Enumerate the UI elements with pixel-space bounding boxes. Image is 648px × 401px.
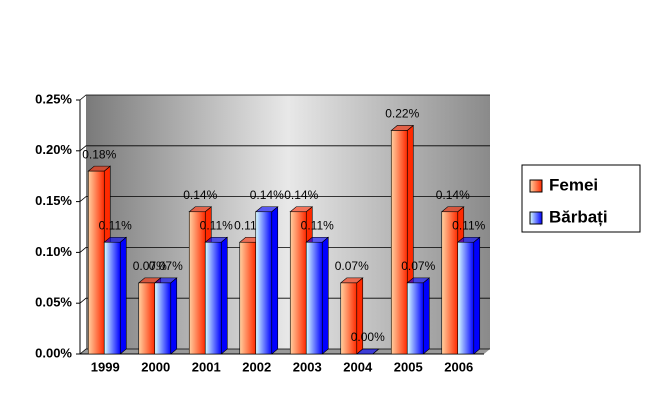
grid-line bbox=[79, 94, 490, 101]
bar-face bbox=[239, 241, 257, 355]
legend-label: Bărbați bbox=[549, 207, 608, 226]
legend-swatch bbox=[529, 211, 543, 225]
value-label: 0.07% bbox=[133, 259, 167, 273]
value-label: 0.22% bbox=[385, 107, 419, 121]
bar-face bbox=[355, 348, 380, 355]
bar bbox=[103, 236, 128, 355]
bar-face bbox=[271, 206, 279, 355]
bar-face bbox=[422, 277, 430, 355]
x-tick-label: 2004 bbox=[343, 359, 373, 374]
value-label: 0.14% bbox=[284, 188, 318, 202]
y-tick-label: 0.00% bbox=[35, 345, 72, 360]
x-tick-label: 1999 bbox=[91, 359, 120, 374]
value-label: 0.07% bbox=[335, 259, 369, 273]
x-tick-label: 2001 bbox=[192, 359, 221, 374]
bar-face bbox=[473, 236, 481, 355]
bar-face bbox=[188, 211, 206, 355]
value-label: 0.14% bbox=[183, 188, 217, 202]
grid-line bbox=[79, 145, 490, 152]
value-label: 0.11% bbox=[301, 218, 334, 232]
x-tick-label: 2005 bbox=[394, 359, 423, 374]
grid-line bbox=[79, 196, 490, 202]
bar-face bbox=[289, 211, 307, 355]
y-tick-label: 0.25% bbox=[35, 91, 72, 106]
y-tick-label: 0.15% bbox=[35, 193, 72, 208]
y-tick-label: 0.05% bbox=[35, 295, 72, 310]
y-tick-label: 0.20% bbox=[35, 142, 72, 157]
bar-face bbox=[119, 236, 127, 355]
value-label: 0.07% bbox=[401, 259, 435, 273]
value-label: 0.18% bbox=[82, 147, 116, 161]
x-tick-label: 2006 bbox=[444, 359, 473, 374]
bar bbox=[456, 236, 481, 355]
plot-floor bbox=[80, 349, 490, 354]
bar-face bbox=[204, 241, 222, 355]
bar-face bbox=[340, 282, 358, 355]
bar bbox=[153, 277, 178, 355]
value-label: 0.11% bbox=[200, 218, 233, 232]
legend-label: Femei bbox=[549, 175, 598, 194]
value-label: 0.00% bbox=[351, 330, 385, 344]
y-tick-label: 0.10% bbox=[35, 244, 72, 259]
bar bbox=[355, 348, 380, 355]
bar-face bbox=[87, 170, 105, 355]
bar-face bbox=[406, 282, 424, 355]
value-label: 0.11% bbox=[99, 218, 132, 232]
bar-face bbox=[220, 236, 228, 355]
bar bbox=[339, 277, 364, 355]
bar-face bbox=[305, 241, 323, 355]
legend-swatch bbox=[529, 179, 543, 193]
grid-line bbox=[79, 246, 490, 253]
bar bbox=[305, 236, 330, 355]
x-tick-label: 2002 bbox=[242, 359, 271, 374]
x-tick-label: 2000 bbox=[141, 359, 170, 374]
bar-face bbox=[170, 277, 178, 355]
bar-face bbox=[441, 211, 459, 355]
bar-face bbox=[457, 241, 475, 355]
value-label: 0.14% bbox=[250, 188, 284, 202]
bar bbox=[204, 236, 229, 355]
bar-face bbox=[154, 282, 172, 355]
x-tick-label: 2003 bbox=[293, 359, 322, 374]
bar-face bbox=[321, 236, 329, 355]
value-label: 0.14% bbox=[436, 188, 470, 202]
bar bbox=[406, 277, 431, 355]
plot-wall bbox=[86, 95, 490, 349]
value-label: 0.07% bbox=[149, 259, 183, 273]
bar-face bbox=[103, 241, 121, 355]
bar-face bbox=[255, 211, 273, 355]
bar-face bbox=[138, 282, 156, 355]
bar bbox=[254, 206, 279, 355]
value-label: 0.11% bbox=[452, 218, 485, 232]
bar-face bbox=[390, 130, 408, 355]
